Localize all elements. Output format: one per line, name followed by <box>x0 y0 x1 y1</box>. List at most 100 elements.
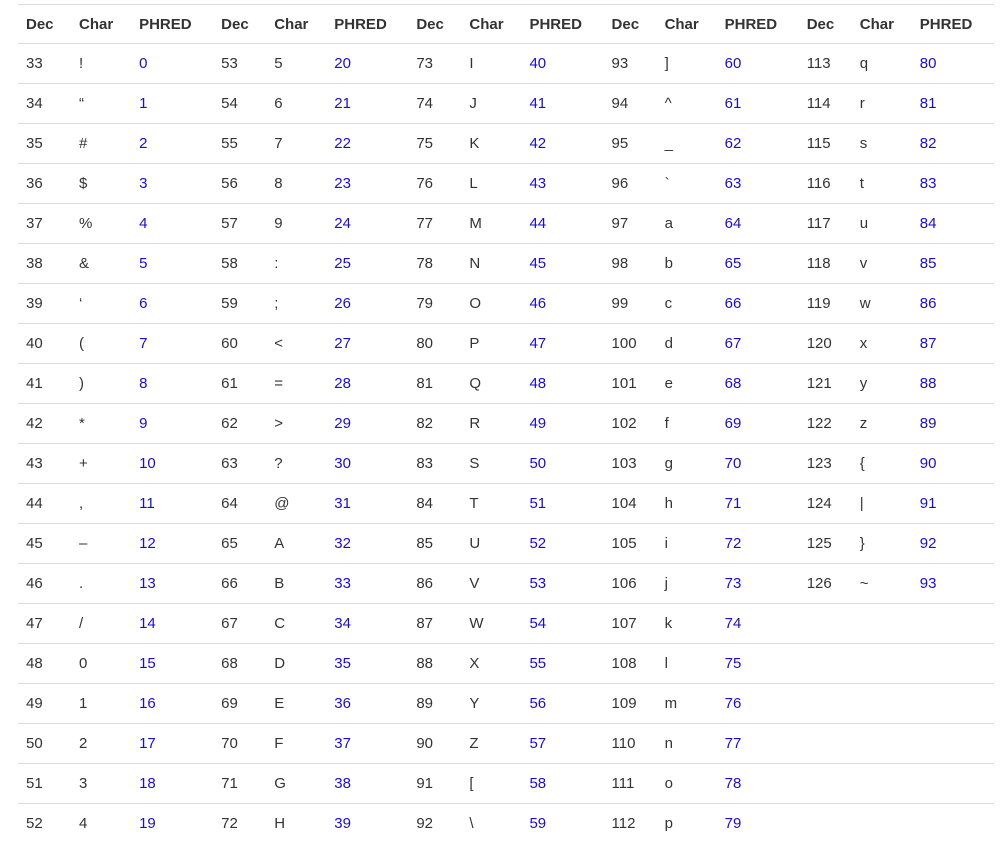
phred-cell: 88 <box>912 364 994 404</box>
dec-cell: 77 <box>408 204 461 244</box>
char-cell: k <box>657 604 717 644</box>
dec-cell: 92 <box>408 804 461 843</box>
char-cell <box>852 804 912 843</box>
dec-cell: 95 <box>604 124 657 164</box>
char-cell: [ <box>461 764 521 804</box>
phred-cell: 28 <box>326 364 408 404</box>
phred-cell: 24 <box>326 204 408 244</box>
dec-cell: 126 <box>799 564 852 604</box>
char-cell: b <box>657 244 717 284</box>
dec-cell: 91 <box>408 764 461 804</box>
dec-cell: 39 <box>18 284 71 324</box>
dec-cell: 93 <box>604 44 657 84</box>
phred-cell: 83 <box>912 164 994 204</box>
dec-cell: 121 <box>799 364 852 404</box>
char-cell: o <box>657 764 717 804</box>
char-cell: A <box>266 524 326 564</box>
dec-cell: 110 <box>604 724 657 764</box>
phred-cell: 11 <box>131 484 213 524</box>
char-cell: a <box>657 204 717 244</box>
column-header-char: Char <box>461 5 521 44</box>
dec-cell: 56 <box>213 164 266 204</box>
column-header-phred: PHRED <box>131 5 213 44</box>
dec-cell: 99 <box>604 284 657 324</box>
phred-cell: 46 <box>521 284 603 324</box>
char-cell: O <box>461 284 521 324</box>
char-cell: * <box>71 404 131 444</box>
phred-cell: 47 <box>521 324 603 364</box>
phred-cell: 31 <box>326 484 408 524</box>
char-cell: R <box>461 404 521 444</box>
char-cell <box>852 724 912 764</box>
dec-cell: 37 <box>18 204 71 244</box>
phred-cell: 6 <box>131 284 213 324</box>
char-cell: S <box>461 444 521 484</box>
phred-cell: 21 <box>326 84 408 124</box>
dec-cell: 100 <box>604 324 657 364</box>
phred-cell: 55 <box>521 644 603 684</box>
char-cell: Z <box>461 724 521 764</box>
char-cell: I <box>461 44 521 84</box>
char-cell: s <box>852 124 912 164</box>
char-cell: J <box>461 84 521 124</box>
char-cell: 4 <box>71 804 131 843</box>
phred-cell: 32 <box>326 524 408 564</box>
phred-cell: 1 <box>131 84 213 124</box>
char-cell: h <box>657 484 717 524</box>
char-cell: w <box>852 284 912 324</box>
phred-cell: 62 <box>717 124 799 164</box>
dec-cell: 109 <box>604 684 657 724</box>
phred-cell: 75 <box>717 644 799 684</box>
dec-cell <box>799 764 852 804</box>
phred-cell: 73 <box>717 564 799 604</box>
phred-cell: 0 <box>131 44 213 84</box>
dec-cell <box>799 604 852 644</box>
phred-cell: 44 <box>521 204 603 244</box>
dec-cell: 82 <box>408 404 461 444</box>
phred-cell: 68 <box>717 364 799 404</box>
phred-cell: 78 <box>717 764 799 804</box>
dec-cell: 71 <box>213 764 266 804</box>
char-cell: ) <box>71 364 131 404</box>
char-cell: 0 <box>71 644 131 684</box>
char-cell: ] <box>657 44 717 84</box>
phred-cell: 23 <box>326 164 408 204</box>
dec-cell: 66 <box>213 564 266 604</box>
phred-cell: 79 <box>717 804 799 843</box>
dec-cell <box>799 644 852 684</box>
dec-cell: 102 <box>604 404 657 444</box>
dec-cell: 51 <box>18 764 71 804</box>
dec-cell: 57 <box>213 204 266 244</box>
char-cell: = <box>266 364 326 404</box>
phred-cell: 25 <box>326 244 408 284</box>
column-header-dec: Dec <box>213 5 266 44</box>
dec-cell: 34 <box>18 84 71 124</box>
column-header-char: Char <box>657 5 717 44</box>
dec-cell: 106 <box>604 564 657 604</box>
dec-cell: 86 <box>408 564 461 604</box>
char-cell: | <box>852 484 912 524</box>
char-cell: v <box>852 244 912 284</box>
char-cell: 8 <box>266 164 326 204</box>
dec-cell: 98 <box>604 244 657 284</box>
char-cell: # <box>71 124 131 164</box>
phred-cell: 90 <box>912 444 994 484</box>
char-cell: @ <box>266 484 326 524</box>
phred-cell: 93 <box>912 564 994 604</box>
char-cell: 9 <box>266 204 326 244</box>
phred-cell: 66 <box>717 284 799 324</box>
char-cell: : <box>266 244 326 284</box>
dec-cell: 73 <box>408 44 461 84</box>
char-cell: { <box>852 444 912 484</box>
char-cell: } <box>852 524 912 564</box>
char-cell: ( <box>71 324 131 364</box>
phred-cell: 7 <box>131 324 213 364</box>
char-cell: . <box>71 564 131 604</box>
char-cell: ‘ <box>71 284 131 324</box>
